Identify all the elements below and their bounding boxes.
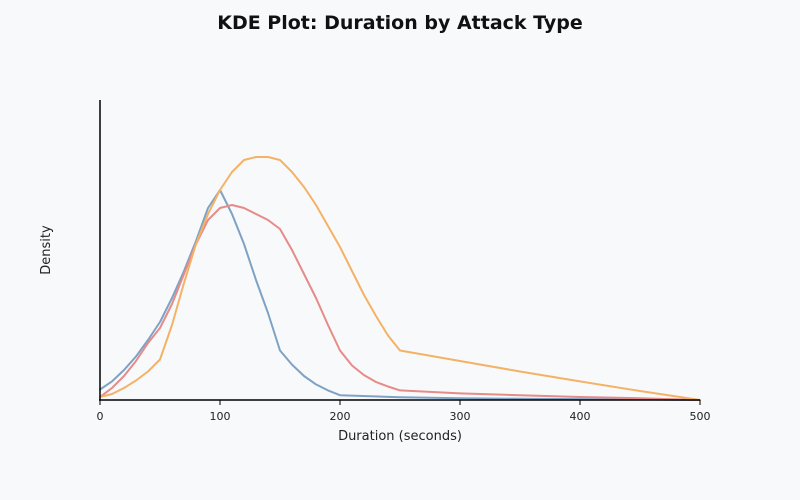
y-axis-label: Density <box>39 225 54 275</box>
series-layer <box>99 156 701 401</box>
x-tick-label: 400 <box>570 410 591 423</box>
x-tick-label: 500 <box>690 410 711 423</box>
x-tick-label: 300 <box>450 410 471 423</box>
x-tick-label: 100 <box>210 410 231 423</box>
x-tick-label: 200 <box>330 410 351 423</box>
series-line-1 <box>99 189 701 401</box>
x-ticks: 0 100 200 300 400 500 <box>97 400 711 423</box>
series-line-2 <box>99 204 701 401</box>
chart-title: KDE Plot: Duration by Attack Type <box>217 12 583 34</box>
x-axis-label: Duration (seconds) <box>338 429 462 444</box>
series-line-3 <box>99 156 701 401</box>
x-tick-label: 0 <box>97 410 104 423</box>
